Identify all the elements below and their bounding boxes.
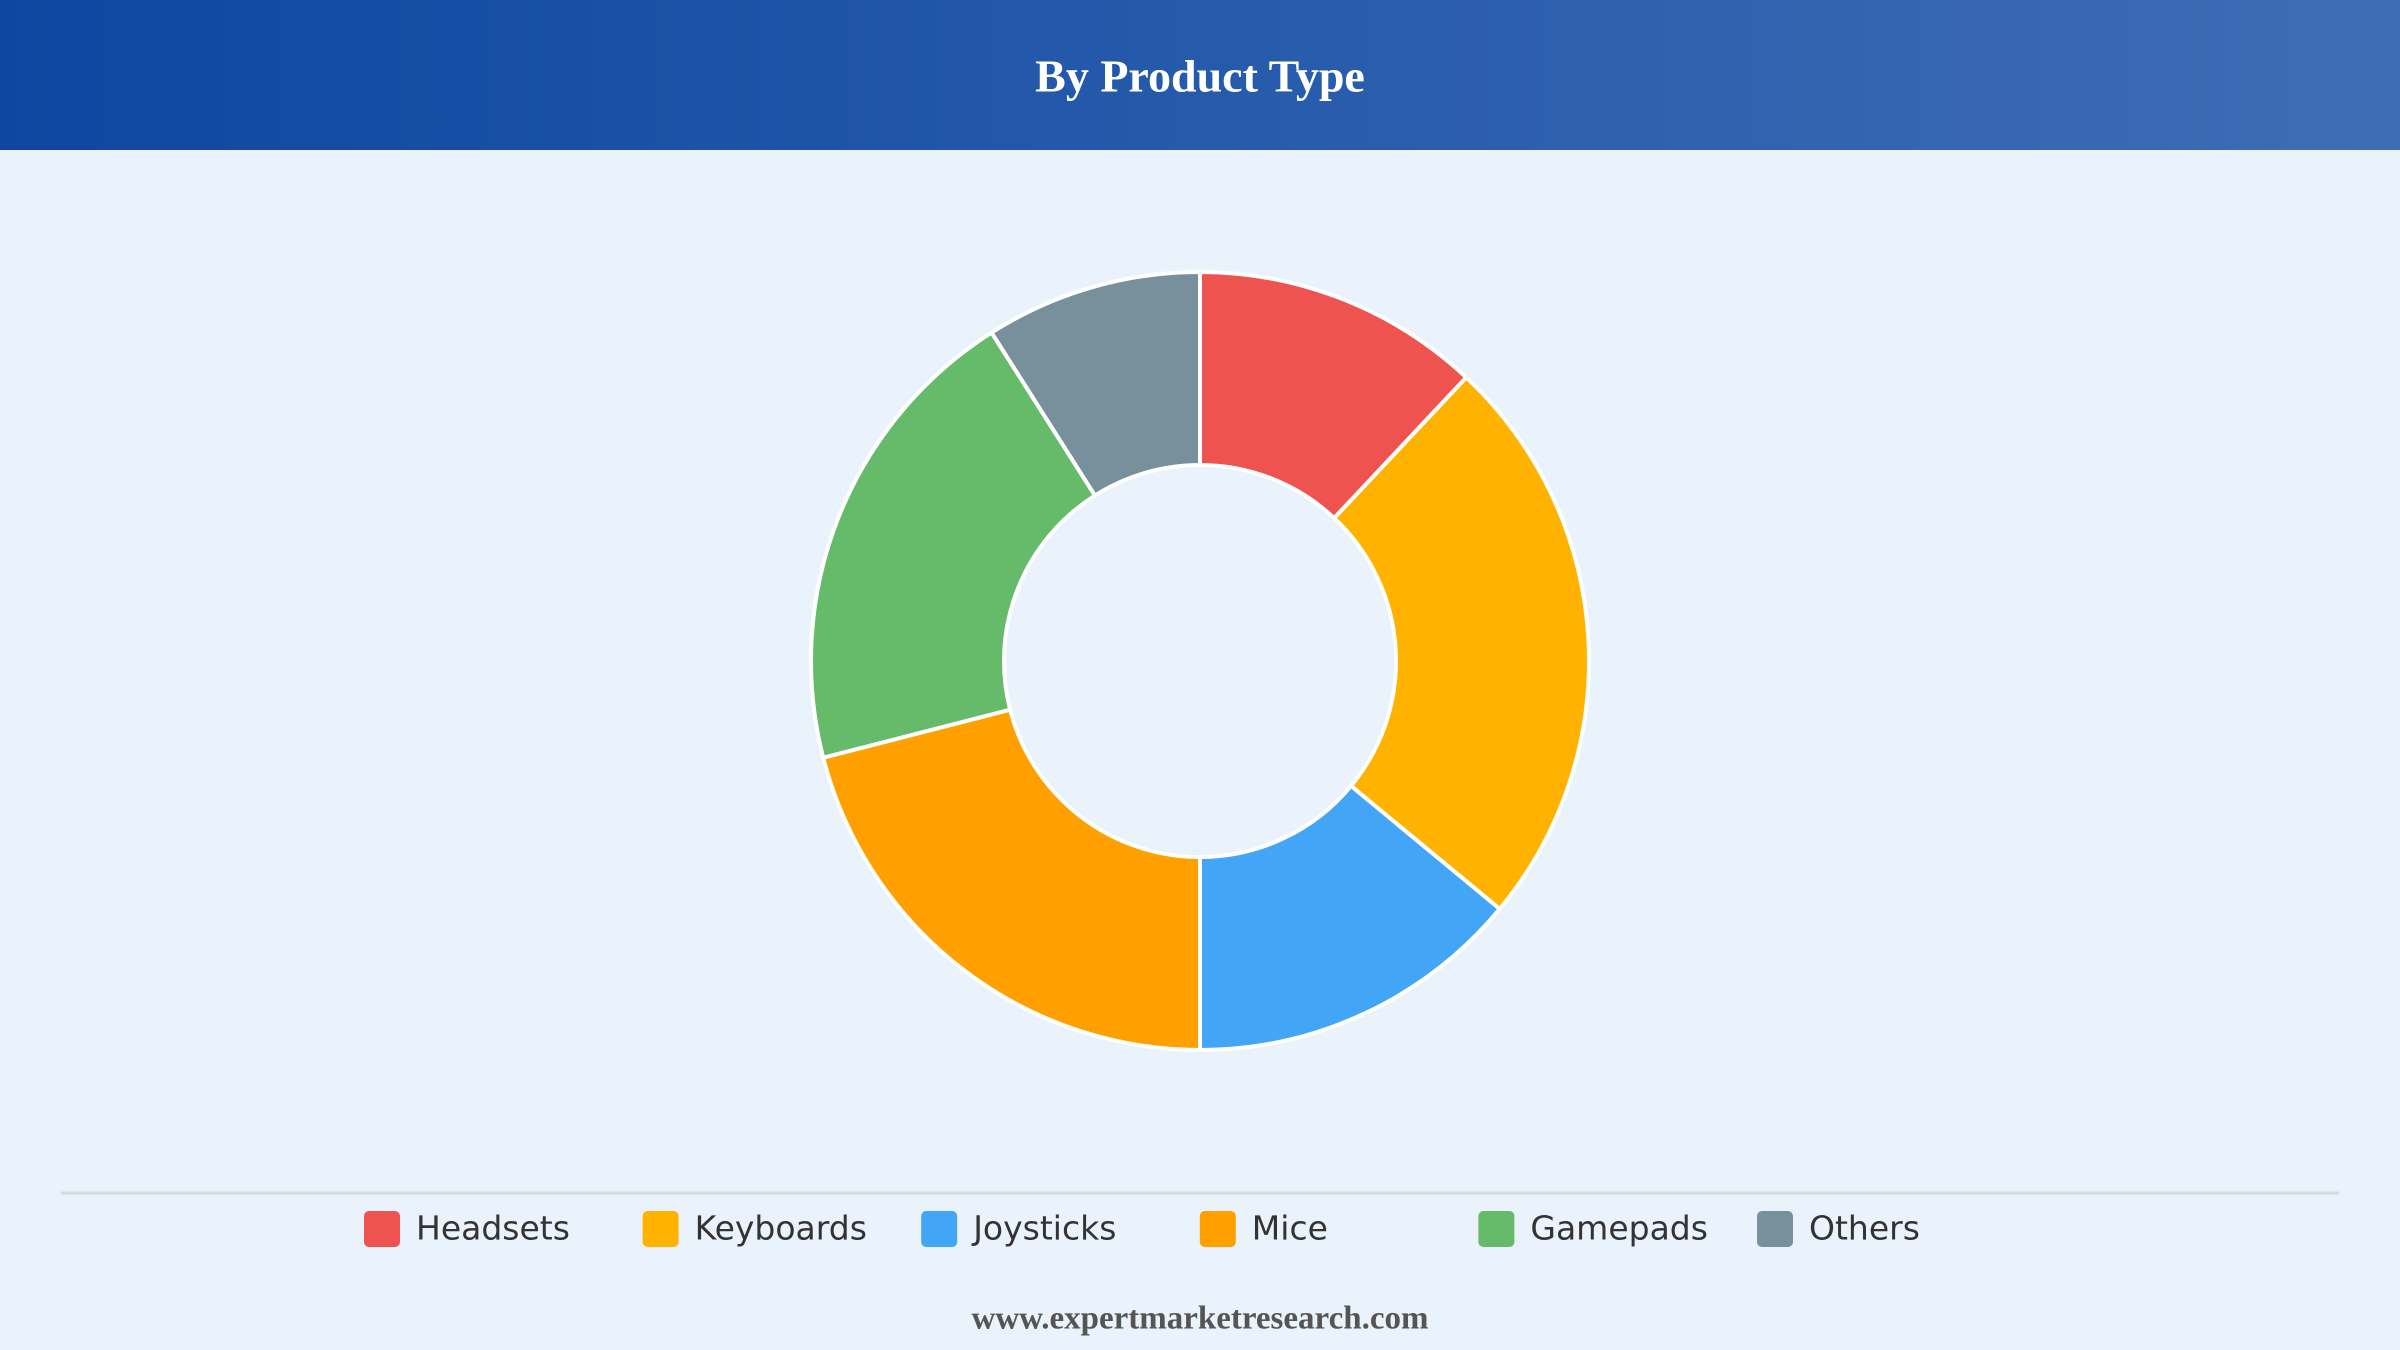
- legend-swatch: [1478, 1211, 1515, 1247]
- legend-swatch: [642, 1211, 679, 1247]
- legend-swatch: [1199, 1211, 1236, 1247]
- legend-label: Keyboards: [695, 1209, 867, 1248]
- slice: [1331, 374, 1591, 912]
- slice: [1198, 783, 1503, 1053]
- legend-label: Gamepads: [1530, 1209, 1708, 1248]
- slice: [988, 269, 1202, 499]
- legend-label: Headsets: [416, 1209, 570, 1248]
- slice: [1198, 269, 1470, 521]
- legend-swatch: [364, 1211, 400, 1247]
- legend-swatch: [1757, 1211, 1793, 1247]
- legend-swatch: [921, 1211, 958, 1247]
- legend-label: Joysticks: [971, 1209, 1116, 1248]
- header: [0, 0, 2400, 150]
- legend-label: Mice: [1252, 1209, 1328, 1248]
- source: www.expertmarketresearch.com: [972, 1301, 1429, 1337]
- chart-title: By Product Type: [1035, 51, 1365, 102]
- slice: [809, 329, 1098, 761]
- legend-label: Others: [1809, 1209, 1920, 1248]
- slice: [820, 707, 1202, 1053]
